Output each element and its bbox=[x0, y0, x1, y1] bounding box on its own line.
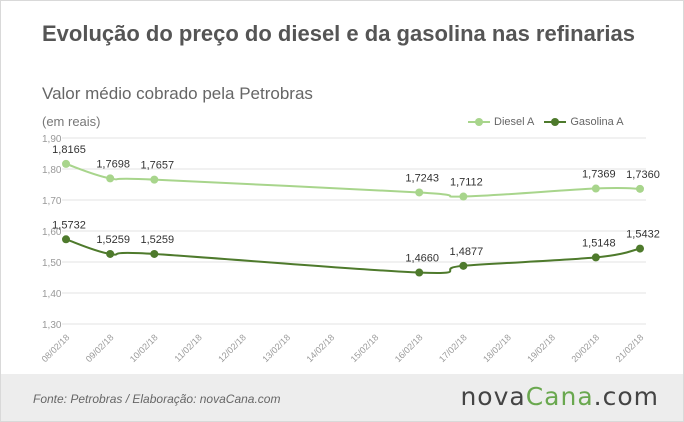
y-tick-label: 1,50 bbox=[42, 258, 62, 269]
legend-item-diesel: Diesel A bbox=[468, 116, 534, 128]
y-tick-label: 1,60 bbox=[42, 227, 62, 238]
source-credit: Fonte: Petrobras / Elaboração: novaCana.… bbox=[33, 392, 281, 406]
data-label-gasolina: 1,5148 bbox=[582, 237, 616, 249]
data-label-diesel: 1,8165 bbox=[52, 144, 86, 156]
x-tick-label: 16/02/18 bbox=[393, 332, 425, 364]
legend-label-gasolina: Gasolina A bbox=[570, 116, 624, 128]
y-tick-label: 1,30 bbox=[42, 320, 62, 331]
y-tick-label: 1,40 bbox=[42, 289, 62, 300]
data-point-gasolina bbox=[459, 261, 468, 270]
data-point-gasolina bbox=[106, 249, 115, 258]
brand-prefix: nova bbox=[460, 382, 526, 411]
x-tick-label: 08/02/18 bbox=[40, 332, 72, 364]
data-point-diesel bbox=[591, 184, 600, 193]
data-label-gasolina: 1,4660 bbox=[405, 253, 439, 265]
data-label-gasolina: 1,4877 bbox=[450, 246, 484, 258]
x-tick-label: 18/02/18 bbox=[481, 332, 513, 364]
x-tick-label: 15/02/18 bbox=[349, 332, 381, 364]
data-label-diesel: 1,7360 bbox=[626, 169, 660, 181]
data-point-gasolina bbox=[62, 235, 70, 244]
y-tick-label: 1,90 bbox=[42, 134, 62, 145]
chart-subtitle: Valor médio cobrado pela Petrobras bbox=[42, 84, 313, 103]
x-tick-label: 09/02/18 bbox=[84, 332, 116, 364]
y-tick-label: 1,80 bbox=[42, 165, 62, 176]
x-tick-label: 10/02/18 bbox=[128, 332, 160, 364]
x-tick-label: 19/02/18 bbox=[525, 332, 557, 364]
x-tick-label: 11/02/18 bbox=[172, 332, 203, 363]
x-tick-label: 21/02/18 bbox=[614, 332, 646, 364]
x-tick-label: 14/02/18 bbox=[304, 332, 336, 364]
data-point-gasolina bbox=[415, 268, 424, 277]
footer-bar: Fonte: Petrobras / Elaboração: novaCana.… bbox=[1, 374, 683, 421]
data-label-diesel: 1,7243 bbox=[405, 172, 439, 184]
data-label-gasolina: 1,5732 bbox=[52, 219, 86, 231]
data-point-diesel bbox=[636, 184, 644, 193]
legend-swatch-diesel bbox=[468, 117, 490, 127]
data-point-diesel bbox=[150, 175, 159, 184]
data-label-gasolina: 1,5432 bbox=[626, 229, 660, 241]
data-point-gasolina bbox=[636, 244, 644, 253]
brand-logo: novaCana.com bbox=[460, 382, 659, 411]
y-axis-unit-label: (em reais) bbox=[42, 114, 101, 129]
legend-item-gasolina: Gasolina A bbox=[544, 116, 624, 128]
data-label-gasolina: 1,5259 bbox=[96, 234, 130, 246]
data-label-diesel: 1,7112 bbox=[450, 177, 483, 189]
data-label-diesel: 1,7657 bbox=[140, 160, 174, 172]
chart-title: Evolução do preço do diesel e da gasolin… bbox=[42, 21, 635, 46]
legend-label-diesel: Diesel A bbox=[494, 116, 535, 128]
data-point-diesel bbox=[106, 174, 115, 183]
x-tick-label: 13/02/18 bbox=[260, 332, 292, 364]
data-label-diesel: 1,7698 bbox=[96, 158, 130, 170]
data-point-diesel bbox=[415, 188, 424, 197]
x-tick-label: 17/02/18 bbox=[437, 332, 469, 364]
series-line-gasolina bbox=[65, 238, 641, 274]
series-line-diesel bbox=[65, 162, 641, 198]
data-point-gasolina bbox=[591, 253, 600, 262]
x-tick-label: 12/02/18 bbox=[216, 332, 248, 364]
y-tick-label: 1,70 bbox=[42, 196, 62, 207]
chart-legend: Diesel A Gasolina A bbox=[468, 116, 634, 128]
data-point-diesel bbox=[459, 192, 468, 201]
brand-name: Cana bbox=[525, 382, 594, 411]
data-label-gasolina: 1,5259 bbox=[140, 234, 174, 246]
x-tick-label: 20/02/18 bbox=[569, 332, 601, 364]
data-point-diesel bbox=[62, 159, 70, 168]
brand-suffix: .com bbox=[593, 382, 659, 411]
legend-swatch-gasolina bbox=[544, 117, 567, 127]
data-label-diesel: 1,7369 bbox=[582, 169, 616, 181]
data-point-gasolina bbox=[150, 249, 159, 258]
